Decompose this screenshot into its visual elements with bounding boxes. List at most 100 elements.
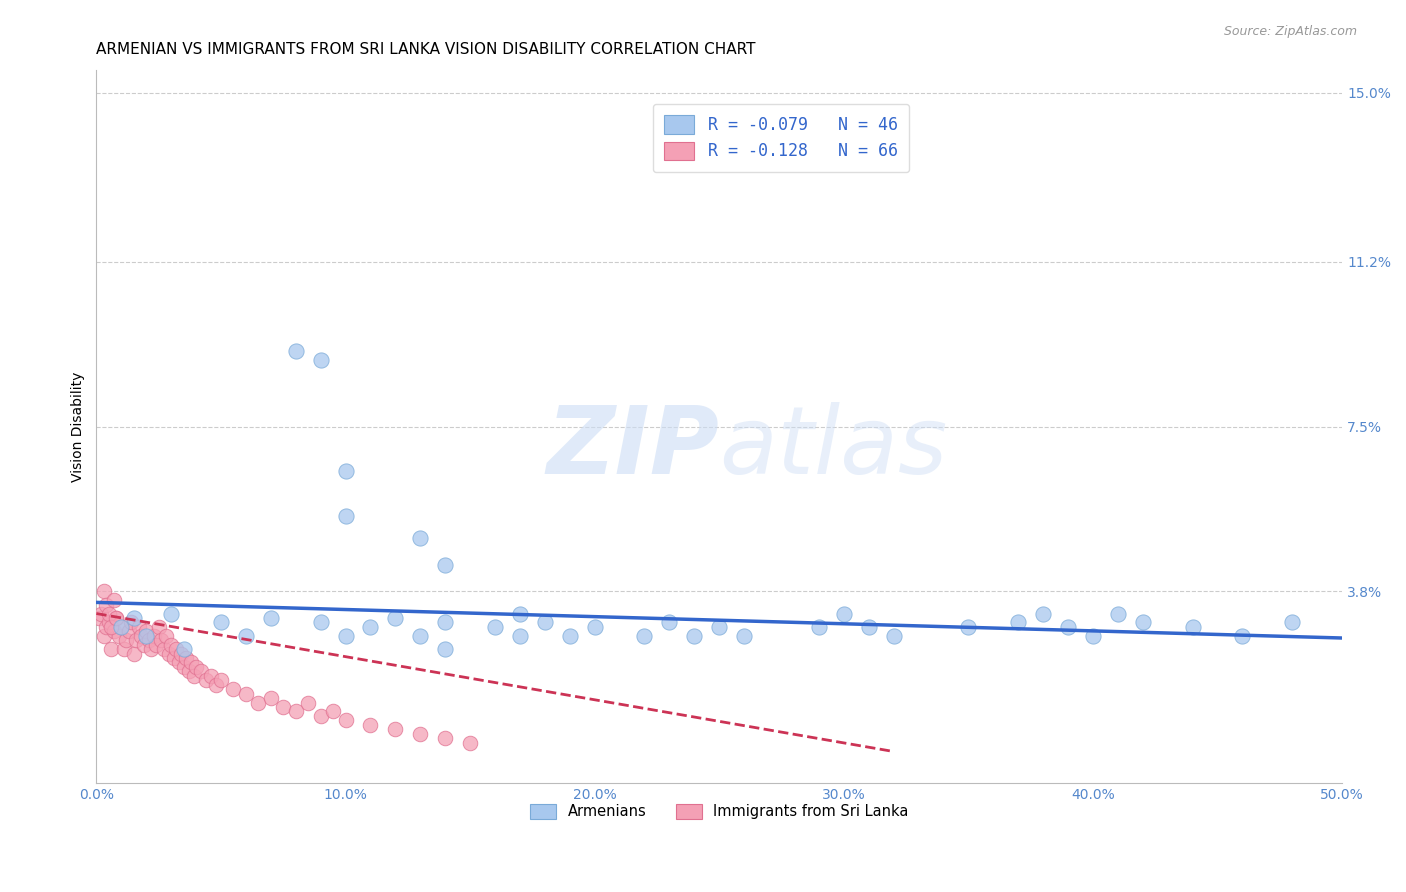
Point <box>384 611 406 625</box>
Point <box>177 665 200 679</box>
Point <box>110 620 132 634</box>
Point <box>200 669 222 683</box>
Point <box>335 629 357 643</box>
Point <box>96 620 118 634</box>
Point <box>112 642 135 657</box>
Point <box>195 673 218 688</box>
Point <box>103 624 125 639</box>
Point <box>167 656 190 670</box>
Point <box>309 615 332 630</box>
Point <box>125 633 148 648</box>
Point <box>173 642 195 657</box>
Point <box>1007 615 1029 630</box>
Point <box>335 464 357 478</box>
Point <box>148 620 170 634</box>
Point <box>155 629 177 643</box>
Point <box>458 736 481 750</box>
Point <box>384 723 406 737</box>
Point <box>359 718 381 732</box>
Point <box>97 607 120 621</box>
Point <box>1232 629 1254 643</box>
Point <box>110 620 132 634</box>
Point <box>683 629 706 643</box>
Point <box>160 607 183 621</box>
Point <box>260 611 283 625</box>
Point <box>180 656 202 670</box>
Point <box>434 642 457 657</box>
Point <box>309 709 332 723</box>
Point <box>120 615 142 630</box>
Point <box>150 633 173 648</box>
Point <box>105 611 128 625</box>
Point <box>157 647 180 661</box>
Point <box>832 607 855 621</box>
Point <box>174 651 197 665</box>
Point <box>135 629 157 643</box>
Point <box>165 642 187 657</box>
Point <box>1107 607 1129 621</box>
Point <box>957 620 980 634</box>
Point <box>1032 607 1054 621</box>
Point <box>205 678 228 692</box>
Point <box>183 669 205 683</box>
Point <box>138 633 160 648</box>
Point <box>247 696 270 710</box>
Point <box>1181 620 1204 634</box>
Point <box>160 638 183 652</box>
Point <box>115 633 138 648</box>
Point <box>132 638 155 652</box>
Point <box>260 691 283 706</box>
Point <box>152 642 174 657</box>
Point <box>145 638 167 652</box>
Point <box>309 352 332 367</box>
Point <box>135 624 157 639</box>
Point <box>284 343 307 358</box>
Point <box>633 629 655 643</box>
Point <box>335 714 357 728</box>
Point <box>235 687 257 701</box>
Point <box>271 700 294 714</box>
Point <box>100 642 122 657</box>
Point <box>209 615 232 630</box>
Point <box>173 660 195 674</box>
Point <box>558 629 581 643</box>
Point <box>434 615 457 630</box>
Point <box>107 629 129 643</box>
Point <box>93 629 115 643</box>
Point <box>807 620 830 634</box>
Text: atlas: atlas <box>720 402 948 493</box>
Text: ZIP: ZIP <box>547 402 720 494</box>
Point <box>297 696 319 710</box>
Point <box>222 682 245 697</box>
Point <box>162 651 184 665</box>
Point <box>235 629 257 643</box>
Point <box>583 620 606 634</box>
Point <box>142 629 165 643</box>
Point <box>93 584 115 599</box>
Point <box>434 731 457 746</box>
Text: ARMENIAN VS IMMIGRANTS FROM SRI LANKA VISION DISABILITY CORRELATION CHART: ARMENIAN VS IMMIGRANTS FROM SRI LANKA VI… <box>97 42 756 57</box>
Point <box>129 629 152 643</box>
Y-axis label: Vision Disability: Vision Disability <box>72 371 86 482</box>
Point <box>534 615 557 630</box>
Point <box>484 620 506 634</box>
Point <box>122 647 145 661</box>
Point <box>335 508 357 523</box>
Point <box>103 593 125 607</box>
Legend: Armenians, Immigrants from Sri Lanka: Armenians, Immigrants from Sri Lanka <box>524 797 915 825</box>
Point <box>434 558 457 572</box>
Text: Source: ZipAtlas.com: Source: ZipAtlas.com <box>1223 25 1357 38</box>
Point <box>509 629 531 643</box>
Point <box>190 665 212 679</box>
Point <box>100 620 122 634</box>
Point <box>122 611 145 625</box>
Point <box>1057 620 1080 634</box>
Point <box>284 705 307 719</box>
Point <box>97 615 120 630</box>
Point <box>733 629 755 643</box>
Point <box>409 629 432 643</box>
Point <box>709 620 731 634</box>
Point <box>1132 615 1154 630</box>
Point <box>359 620 381 634</box>
Point <box>184 660 207 674</box>
